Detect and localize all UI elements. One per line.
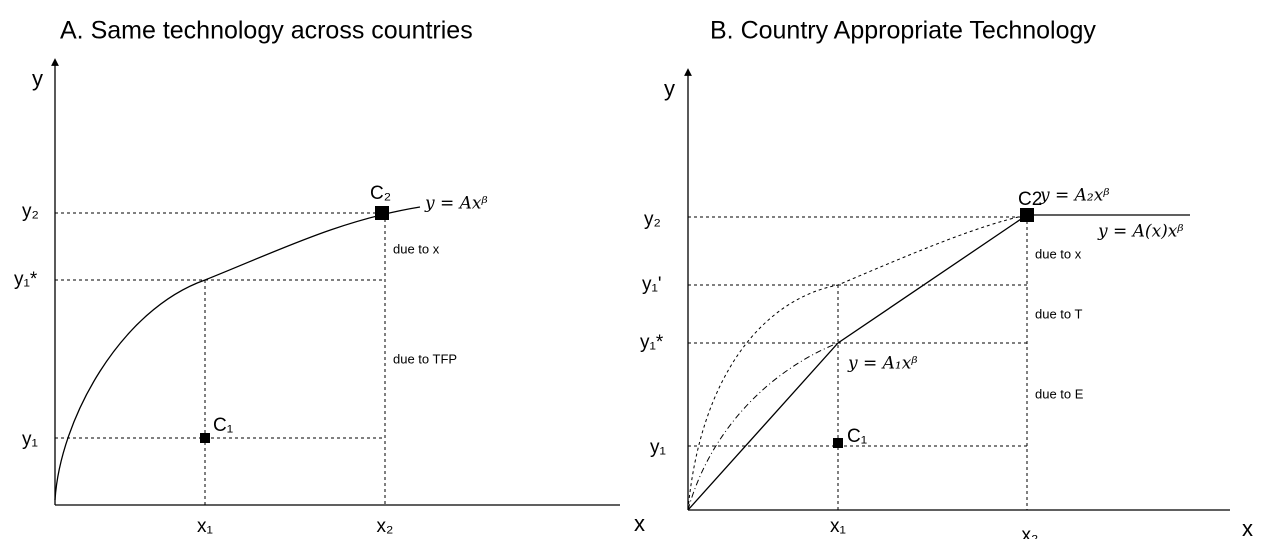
x-label: x₁ <box>197 516 213 537</box>
title: B. Country Appropriate Technology <box>710 17 1096 45</box>
point <box>375 206 389 220</box>
y-label: y₁' <box>642 274 662 295</box>
y-axis-label: y <box>32 66 43 91</box>
curve-label: y = A(x)xᵝ <box>1097 222 1184 242</box>
point-label: C₂ <box>370 183 391 204</box>
point-label: C₁ <box>847 426 867 447</box>
y-label: y₁* <box>640 332 664 353</box>
x-label: x₂ <box>1022 525 1039 539</box>
y-label: y₂ <box>22 201 39 222</box>
note: due to x <box>393 241 440 256</box>
x-label: x₂ <box>377 516 394 537</box>
point <box>200 433 210 443</box>
point <box>1020 208 1034 222</box>
curve-label: y = A₁xᵝ <box>847 354 918 374</box>
y-label: y₁ <box>22 429 38 450</box>
curve-label: y = A₂xᵝ <box>1039 186 1110 206</box>
title: A. Same technology across countries <box>60 17 473 45</box>
y-axis-label: y <box>664 76 675 101</box>
point <box>833 438 843 448</box>
note: due to E <box>1035 386 1084 401</box>
y-label: y₂ <box>644 209 661 230</box>
panel-a: A. Same technology across countries y x … <box>14 17 645 537</box>
x-axis-label: x <box>634 511 645 536</box>
curve <box>687 342 839 511</box>
x-label: x₁ <box>830 516 846 537</box>
curve <box>687 214 1190 511</box>
point-label: C₁ <box>213 415 233 436</box>
note: due to T <box>1035 306 1083 321</box>
curve-label: y = Axᵝ <box>424 194 488 214</box>
panel-b: B. Country Appropriate Technology y x y₂… <box>640 17 1253 544</box>
point-label: C2 <box>1018 189 1042 210</box>
note: due to x <box>1035 246 1082 261</box>
curve <box>54 206 421 501</box>
x-axis-label: x <box>1242 516 1253 539</box>
note: due to TFP <box>393 351 457 366</box>
y-label: y₁ <box>650 437 666 458</box>
y-label: y₁* <box>14 269 38 290</box>
curve <box>687 214 1028 511</box>
